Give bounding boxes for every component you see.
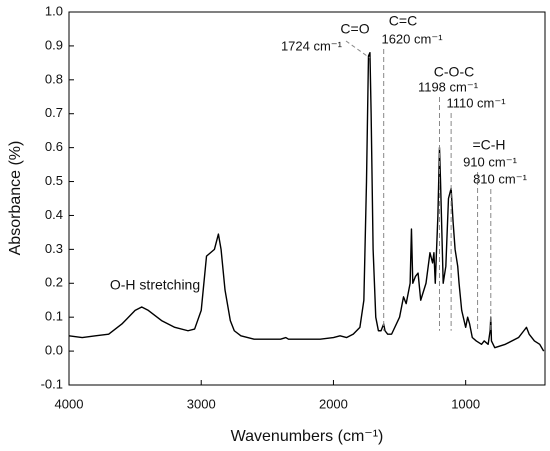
plot-frame — [68, 11, 546, 386]
y-tick-label: 0.8 — [45, 71, 63, 86]
peak-label: 1110 cm⁻¹ — [446, 95, 506, 110]
peak-label: 1724 cm⁻¹ — [281, 38, 343, 53]
x-tick-label: 3000 — [187, 396, 216, 411]
annotation: O-H stretching — [110, 277, 200, 293]
y-tick-label: 0.5 — [45, 173, 63, 188]
y-tick-label: -0.1 — [41, 376, 63, 391]
y-tick-label: 0.6 — [45, 139, 63, 154]
annotation-title: =C-H — [472, 137, 505, 153]
y-tick-label: 0.4 — [45, 207, 63, 222]
peak-label: 810 cm⁻¹ — [473, 171, 527, 186]
peak-marker — [345, 40, 371, 59]
y-axis-label: Absorbance (%) — [7, 141, 24, 256]
annotation-title: C=O — [340, 21, 369, 37]
y-tick-label: 0.7 — [45, 105, 63, 120]
peak-label: 1198 cm⁻¹ — [418, 79, 479, 94]
y-tick-label: 0.0 — [45, 343, 63, 358]
peak-label: 910 cm⁻¹ — [463, 154, 517, 169]
annotation-title: C=C — [389, 13, 417, 29]
x-tick-label: 4000 — [55, 396, 84, 411]
peak-label: 1620 cm⁻¹ — [381, 31, 443, 46]
x-axis-label: Wavenumbers (cm⁻¹) — [231, 428, 384, 445]
y-tick-label: 1.0 — [45, 3, 63, 18]
x-tick-label: 2000 — [319, 396, 348, 411]
spectrum-line — [68, 51, 545, 352]
y-tick-label: 0.9 — [45, 37, 63, 52]
x-tick-label: 1000 — [451, 396, 480, 411]
y-tick-label: 0.2 — [45, 275, 63, 290]
y-tick-label: 0.3 — [45, 241, 63, 256]
y-tick-label: 0.1 — [45, 309, 63, 324]
annotation-title: C-O-C — [434, 64, 474, 80]
